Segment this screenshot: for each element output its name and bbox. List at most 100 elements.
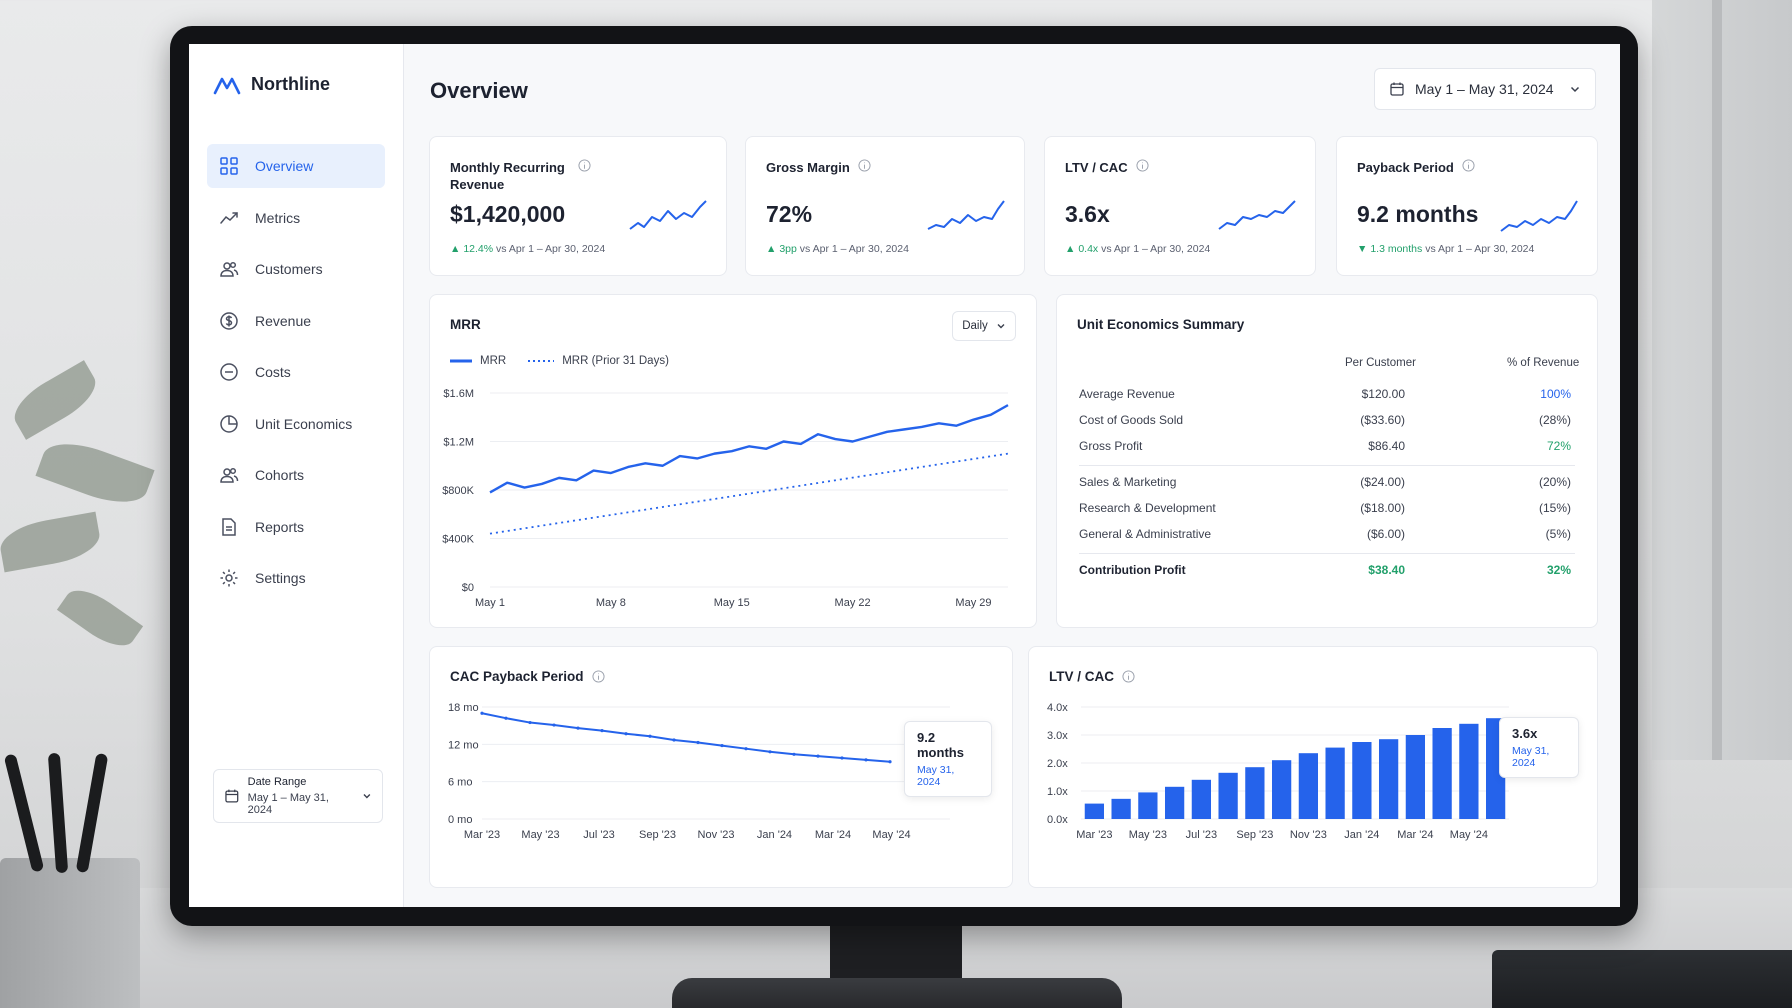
y-tick-label: 0 mo [448,814,472,826]
sidebar-item-settings[interactable]: Settings [207,556,385,600]
date-range-picker[interactable]: May 1 – May 31, 2024 [1374,68,1596,110]
granularity-dropdown[interactable]: Daily [952,311,1016,341]
info-icon[interactable] [578,159,591,172]
x-tick-label: Nov '23 [698,829,735,841]
y-tick-label: $1.2M [443,437,474,449]
minus-circle-icon [219,362,239,382]
sidebar-item-label: Metrics [255,209,301,226]
x-tick-label: Sep '23 [639,829,676,841]
y-tick-label: 4.0x [1047,702,1068,714]
row-label: Cost of Goods Sold [1079,413,1184,427]
y-tick-label: 18 mo [448,702,479,714]
data-point [528,720,532,725]
bar [1352,742,1372,819]
sidebar-date-range[interactable]: Date Range May 1 – May 31, 2024 [213,769,383,823]
kpi-delta: ▲ 12.4% vs Apr 1 – Apr 30, 2024 [450,243,605,255]
data-point [672,738,676,742]
tooltip-value: 3.6x [1512,726,1538,741]
x-tick-label: May '24 [1450,829,1488,841]
info-icon[interactable] [592,670,605,683]
chevron-down-icon [997,324,1005,329]
sparkline [1218,200,1296,230]
y-tick-label: 3.0x [1047,730,1068,742]
y-tick-label: $400K [442,534,474,546]
bar [1298,753,1319,819]
mrr-prior-series-line [489,452,1009,535]
window-background [1652,0,1792,760]
column-header-pct-revenue: % of Revenue [1507,357,1580,369]
sidebar-item-revenue[interactable]: Revenue [207,299,385,343]
sidebar-item-metrics[interactable]: Metrics [207,196,385,240]
section-title: MRR [450,317,481,332]
sidebar-item-label: Settings [255,570,306,586]
x-tick-label: Jan '24 [1344,829,1379,841]
table-row: Sales & Marketing ($24.00) (20%) [1079,475,1575,495]
kpi-card-ltv-cac[interactable]: LTV / CAC 3.6x ▲ 0.4x vs Apr 1 – Apr 30,… [1044,136,1316,276]
sidebar-item-cohorts[interactable]: Cohorts [207,453,385,497]
sparkline [629,200,707,230]
logo-icon [213,77,241,94]
info-icon[interactable] [858,159,871,172]
divider [1079,465,1575,466]
legend-item: MRR (Prior 31 Days) [528,355,669,367]
table-row: Average Revenue $120.00 100% [1079,387,1575,407]
row-pct: 72% [1546,439,1571,453]
sidebar-item-reports[interactable]: Reports [207,505,385,549]
info-icon[interactable] [1462,159,1475,172]
bar [1432,728,1452,819]
dashboard-screen: Northline Overview Metrics Customers Rev… [189,44,1620,907]
kpi-value: 9.2 months [1357,201,1479,227]
row-per-customer: $38.40 [1368,563,1405,577]
sidebar-item-label: Overview [255,158,314,174]
x-tick-label: Mar '23 [464,829,500,841]
legend-label: MRR (Prior 31 Days) [562,355,669,367]
table-row-total: Contribution Profit $38.40 32% [1079,563,1575,583]
info-icon[interactable] [1136,159,1149,172]
sidebar-item-label: Cohorts [255,467,305,483]
legend-label: MRR [480,355,507,367]
sidebar-item-label: Unit Economics [255,415,353,432]
sidebar-item-label: Customers [255,261,323,277]
sidebar-item-customers[interactable]: Customers [207,247,385,291]
kpi-card-payback[interactable]: Payback Period 9.2 months ▼ 1.3 months v… [1336,136,1598,276]
kpi-delta: ▲ 0.4x vs Apr 1 – Apr 30, 2024 [1065,243,1210,255]
sidebar-item-overview[interactable]: Overview [207,144,385,188]
bar [1378,739,1399,819]
pen-holder [0,858,140,1008]
chart-tooltip: 9.2 months May 31, 2024 [904,721,992,797]
divider [1079,553,1575,554]
kpi-delta-value: 12.4% [463,243,494,255]
row-label: Contribution Profit [1079,563,1186,577]
monitor-base [672,978,1122,1008]
brand[interactable]: Northline [213,74,330,95]
kpi-delta-value: 3pp [779,243,797,255]
plant-leaf [0,511,104,573]
kpi-card-mrr[interactable]: Monthly Recurring Revenue $1,420,000 ▲ 1… [429,136,727,276]
x-tick-label: May '23 [1129,829,1167,841]
table-row: Gross Profit $86.40 72% [1079,439,1575,459]
grid-icon [219,156,239,176]
kpi-title-text: Gross Margin [766,160,850,175]
sidebar-item-costs[interactable]: Costs [207,350,385,394]
sidebar-item-label: Reports [255,518,305,535]
ltv-cac-card: LTV / CAC 0.0x 1.0x 2.0x 3.0x 4.0x Mar '23 May… [1028,646,1598,888]
x-tick-label: May 22 [835,597,871,609]
kpi-card-gross-margin[interactable]: Gross Margin 72% ▲ 3pp vs Apr 1 – Apr 30… [745,136,1025,276]
bar [1138,792,1158,819]
data-point [480,711,484,715]
bar [1111,798,1131,819]
sidebar-item-label: Revenue [255,312,312,329]
dollar-icon [219,311,239,331]
y-tick-label: 2.0x [1047,758,1068,770]
mrr-chart-card: MRR Daily MRR MRR (Prior 31 Days) $0 $400… [429,294,1037,628]
granularity-value: Daily [962,320,988,332]
x-tick-label: Sep '23 [1236,829,1273,841]
sidebar-item-unit-economics[interactable]: Unit Economics [207,402,385,446]
x-tick-label: Jul '23 [583,829,614,841]
bar [1459,723,1479,819]
data-point [792,752,796,756]
info-icon[interactable] [1122,670,1135,683]
row-label: Sales & Marketing [1079,475,1177,489]
bar [1084,803,1105,819]
bar [1164,786,1185,819]
